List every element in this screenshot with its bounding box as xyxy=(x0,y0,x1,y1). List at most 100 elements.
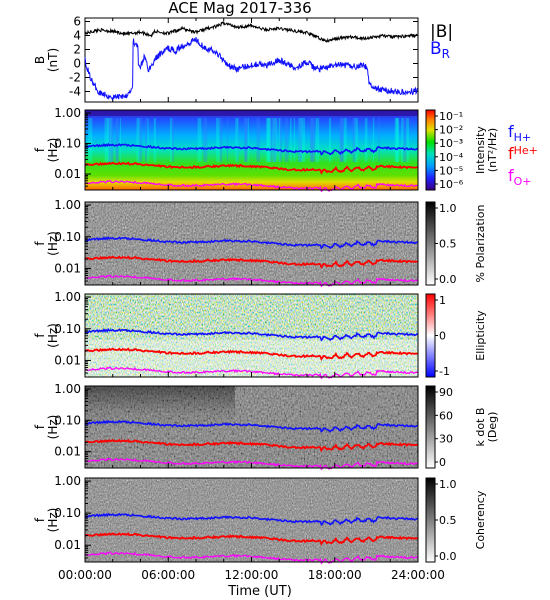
intensity-streak xyxy=(236,118,239,162)
ellipticity-ytick-label: 0.10 xyxy=(54,322,81,336)
h-plus-gyrofrequency-line xyxy=(84,142,419,156)
x-tick-label: 12:00:00 xyxy=(225,568,279,582)
polarization-colorbar-tick-label: 0.0 xyxy=(439,273,457,286)
intensity-streak xyxy=(272,118,276,162)
intensity-streak xyxy=(197,118,202,162)
ellipticity-ytick-label: 1.00 xyxy=(54,290,81,304)
intensity-streak xyxy=(340,118,344,162)
field-ytick-label: 0 xyxy=(73,57,81,71)
intensity-streak xyxy=(216,118,220,162)
intensity-colorbar-tick-label: 10⁻¹ xyxy=(439,110,463,123)
intensity-colorbar-tick-label: 10⁻³ xyxy=(439,137,463,150)
intensity-streak xyxy=(235,118,239,162)
ellipticity-ytick-label: 0.01 xyxy=(54,353,81,367)
intensity-streak xyxy=(104,118,108,162)
he-plus-gyrofrequency-line xyxy=(84,347,419,362)
intensity-y-axis-label-unit: (Hz) xyxy=(46,138,60,163)
intensity-streak xyxy=(153,118,156,162)
intensity-streak xyxy=(354,118,358,162)
polarization-ytick-label: 0.10 xyxy=(54,230,81,244)
gyrofrequency-legend-sub: O+ xyxy=(514,175,532,188)
intensity-colorbar-tick-label: 10⁻⁴ xyxy=(439,151,464,164)
field-ytick-label: -4 xyxy=(69,85,81,99)
h-plus-gyrofrequency-line xyxy=(84,236,419,250)
intensity-streak xyxy=(279,118,282,162)
kdotb-dark-region xyxy=(85,386,235,427)
he-plus-gyrofrequency-line xyxy=(84,161,419,175)
intensity-streak xyxy=(278,118,281,162)
kdotb-ytick-label: 0.10 xyxy=(54,413,81,427)
ellipticity-y-axis-label: f(Hz) xyxy=(33,323,60,348)
spectrogram-panel-coherency: 1.00 0.10 0.01 f(Hz) 1.0 0.5 0.0 Coherency xyxy=(33,474,487,565)
intensity-streak xyxy=(328,118,332,162)
polarization-ytick-label: 0.01 xyxy=(54,261,81,275)
coherency-heatmap-texture xyxy=(85,478,418,562)
intensity-streak xyxy=(147,118,149,162)
coherency-colorbar-label-main: Coherency xyxy=(474,490,487,549)
intensity-streak xyxy=(372,118,375,162)
intensity-streak xyxy=(266,118,271,162)
intensity-streak xyxy=(227,118,229,162)
kdotb-colorbar xyxy=(425,385,436,469)
intensity-streak xyxy=(172,118,174,162)
h-plus-gyrofrequency-line xyxy=(84,512,419,526)
x-axis-label: Time (UT) xyxy=(227,584,292,599)
he-plus-gyrofrequency-line xyxy=(84,255,419,270)
intensity-streak xyxy=(145,118,148,162)
gyrofrequency-legend-main: f xyxy=(508,122,514,141)
kdotb-colorbar-tick-label: 60 xyxy=(439,409,453,422)
field-plot-frame xyxy=(84,17,419,103)
kdotb-ytick-label: 0.01 xyxy=(54,445,81,459)
intensity-top-band xyxy=(85,110,418,116)
intensity-ytick-label: 0.01 xyxy=(54,167,81,181)
field-ytick-label: 4 xyxy=(73,29,81,43)
kdotb-colorbar-tick-label: 90 xyxy=(439,386,453,399)
x-axis: 00:00:00 06:00:00 12:00:00 18:00:00 24:00:00 xyxy=(58,568,445,582)
coherency-ytick-label: 1.00 xyxy=(54,474,81,488)
intensity-streak xyxy=(339,118,343,162)
intensity-streak xyxy=(115,118,118,162)
bmag-legend-label: |B| xyxy=(430,22,453,42)
intensity-streak xyxy=(397,118,400,162)
intensity-colorbar-label: Intensity(nT²/Hz) xyxy=(474,126,499,174)
x-tick-label: 24:00:00 xyxy=(391,568,445,582)
ellipticity-colorbar-tick-label: 1 xyxy=(439,294,446,307)
coherency-y-axis-label: f(Hz) xyxy=(33,508,60,533)
he-plus-gyrofrequency-line xyxy=(84,532,419,546)
intensity-streak xyxy=(401,118,404,162)
polarization-y-axis-label-main: f xyxy=(33,241,47,246)
polarization-heatmap-texture xyxy=(85,202,418,285)
ellipticity-colorbar-label-main: Ellipticity xyxy=(474,310,487,361)
intensity-ytick-label: 1.00 xyxy=(54,106,81,120)
he-plus-gyrofrequency-line xyxy=(84,438,419,453)
kdotb-y-axis-label: f(Hz) xyxy=(33,415,60,440)
gyrofrequency-legend-he-plus: fHe+ xyxy=(508,144,538,163)
ellipticity-colorbar-tick-label: -1 xyxy=(439,365,450,378)
polarization-ytick-label: 1.00 xyxy=(54,198,81,212)
ellipticity-colorbar xyxy=(425,293,436,378)
intensity-streak xyxy=(116,118,119,162)
intensity-colorbar-tick-label: 10⁻⁵ xyxy=(439,164,463,177)
x-tick-label: 00:00:00 xyxy=(58,568,112,582)
intensity-streak xyxy=(107,118,110,162)
intensity-streak xyxy=(107,118,110,162)
kdotb-colorbar-label-unit: (Deg) xyxy=(486,412,499,443)
intensity-streak xyxy=(352,118,356,162)
intensity-colorbar-tick-label: 10⁻⁶ xyxy=(439,178,464,191)
intensity-streak xyxy=(364,118,368,162)
kdotb-colorbar-tick-label: 30 xyxy=(439,433,453,446)
kdotb-colorbar-tick-label: 0 xyxy=(439,456,446,469)
ellipticity-y-axis-label-main: f xyxy=(33,333,47,338)
intensity-streak xyxy=(406,118,410,162)
intensity-streak xyxy=(284,118,289,162)
kdotb-y-axis-label-unit: (Hz) xyxy=(46,415,60,440)
coherency-y-axis-label-main: f xyxy=(33,517,47,522)
spectrogram-panel-ellipticity: 1.00 0.10 0.01 f(Hz) 1 0 -1 Ellipticity xyxy=(33,290,487,380)
polarization-y-axis-label-unit: (Hz) xyxy=(46,231,60,256)
intensity-streak xyxy=(289,118,292,162)
h-plus-gyrofrequency-line xyxy=(84,328,419,342)
intensity-streak xyxy=(272,118,277,162)
intensity-streak xyxy=(343,118,347,162)
intensity-streak xyxy=(111,118,114,162)
intensity-streak xyxy=(108,118,112,162)
